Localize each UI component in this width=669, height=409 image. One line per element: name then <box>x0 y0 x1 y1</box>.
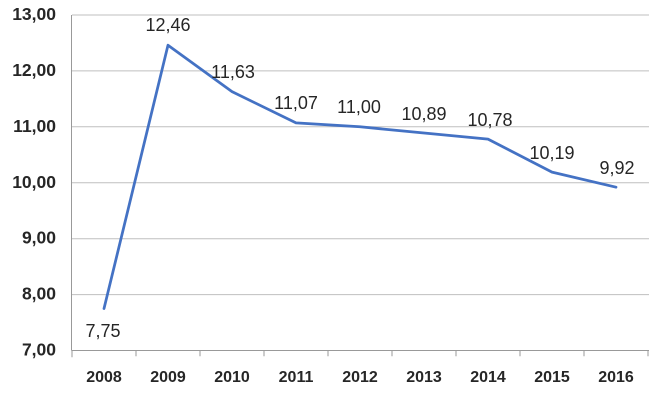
svg-text:2011: 2011 <box>279 369 314 386</box>
svg-text:11,07: 11,07 <box>274 93 318 113</box>
svg-text:12,46: 12,46 <box>145 15 190 35</box>
svg-text:9,92: 9,92 <box>599 158 634 178</box>
svg-text:2008: 2008 <box>86 369 122 386</box>
svg-text:11,63: 11,63 <box>211 62 255 82</box>
svg-text:10,89: 10,89 <box>401 104 446 124</box>
svg-text:9,00: 9,00 <box>22 228 56 248</box>
svg-text:2012: 2012 <box>342 369 378 386</box>
svg-text:13,00: 13,00 <box>12 4 56 24</box>
svg-text:11,00: 11,00 <box>337 97 381 117</box>
svg-text:10,00: 10,00 <box>12 172 56 192</box>
svg-text:2014: 2014 <box>470 369 506 386</box>
svg-text:2015: 2015 <box>534 369 570 386</box>
svg-text:8,00: 8,00 <box>22 284 56 304</box>
svg-text:11,00: 11,00 <box>13 116 56 136</box>
svg-text:10,78: 10,78 <box>467 110 512 130</box>
svg-text:2010: 2010 <box>214 369 250 386</box>
svg-text:7,00: 7,00 <box>22 340 56 360</box>
svg-text:12,00: 12,00 <box>12 60 56 80</box>
svg-text:2013: 2013 <box>406 369 442 386</box>
svg-text:2016: 2016 <box>598 369 634 386</box>
svg-text:2009: 2009 <box>150 369 186 386</box>
svg-text:7,75: 7,75 <box>85 321 120 341</box>
svg-text:10,19: 10,19 <box>529 143 574 163</box>
